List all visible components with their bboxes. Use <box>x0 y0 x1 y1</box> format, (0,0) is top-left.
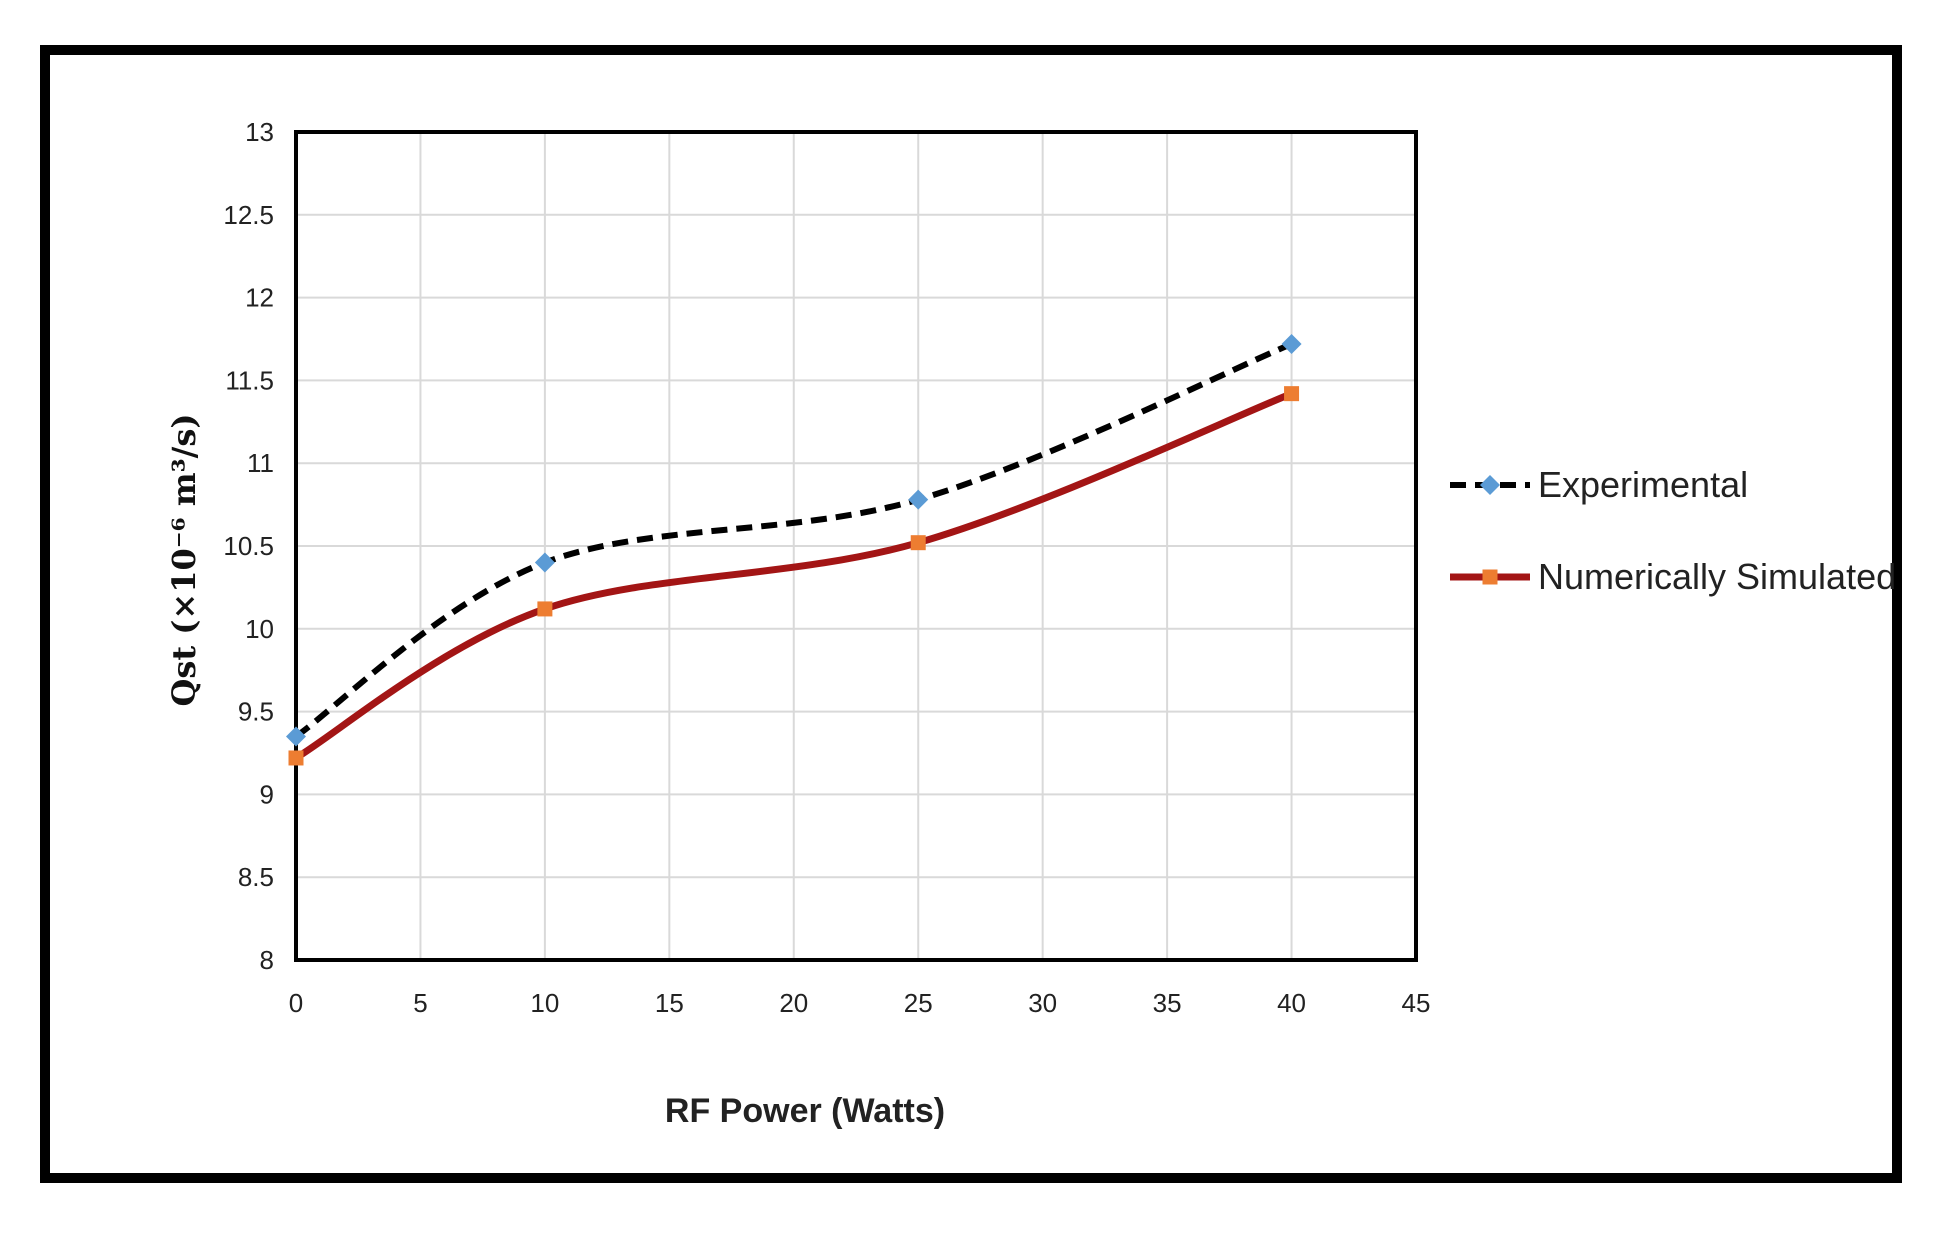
grid-lines <box>295 131 1417 961</box>
data-point <box>537 601 553 617</box>
x-tick-label: 45 <box>1402 988 1431 1018</box>
data-point <box>1284 386 1300 402</box>
y-tick-label: 10.5 <box>223 531 274 561</box>
x-tick-label: 20 <box>779 988 808 1018</box>
legend-item: Numerically Simulated <box>1450 556 1896 597</box>
y-tick-label: 9 <box>260 779 274 809</box>
y-tick-labels: 8 8.5 9 9.5 10 10.5 11 11.5 12 12.5 13 <box>223 117 274 975</box>
x-tick-label: 35 <box>1153 988 1182 1018</box>
data-point <box>908 489 929 510</box>
x-tick-labels: 0 5 10 15 20 25 30 35 40 45 <box>289 988 1431 1018</box>
y-axis-title: Qst (×10⁻⁶ m³/s) <box>165 413 203 706</box>
legend-marker <box>1480 475 1500 495</box>
data-point <box>1281 333 1302 354</box>
x-tick-label: 40 <box>1277 988 1306 1018</box>
plot-area <box>294 130 1418 962</box>
x-axis-title: RF Power (Watts) <box>665 1092 945 1130</box>
y-tick-label: 13 <box>245 117 274 147</box>
series-numerically-simulated <box>288 386 1300 766</box>
legend-label: Numerically Simulated <box>1538 556 1896 597</box>
x-tick-label: 30 <box>1028 988 1057 1018</box>
data-point <box>910 535 926 551</box>
legend-label: Experimental <box>1538 464 1748 505</box>
x-tick-label: 15 <box>655 988 684 1018</box>
y-tick-label: 11 <box>247 448 274 478</box>
y-tick-label: 11.5 <box>225 365 274 395</box>
y-tick-label: 12 <box>245 283 274 313</box>
data-point <box>534 552 555 573</box>
y-tick-label: 12.5 <box>223 200 274 230</box>
legend-item: Experimental <box>1450 464 1748 505</box>
x-tick-label: 25 <box>904 988 933 1018</box>
legend-marker <box>1482 569 1498 585</box>
y-tick-label: 8.5 <box>238 862 274 892</box>
chart-frame <box>40 45 1902 1183</box>
x-tick-label: 0 <box>289 988 303 1018</box>
series-experimental <box>286 333 1302 747</box>
series-line <box>294 390 1293 761</box>
series-layer <box>286 333 1302 766</box>
data-point <box>286 726 306 747</box>
legend: Experimental Numerically Simulated <box>1450 464 1896 597</box>
y-tick-label: 10 <box>245 614 274 644</box>
y-tick-label: 8 <box>260 945 274 975</box>
y-tick-label: 9.5 <box>238 697 274 727</box>
x-tick-label: 5 <box>413 988 427 1018</box>
data-point <box>288 750 304 766</box>
x-tick-label: 10 <box>530 988 559 1018</box>
